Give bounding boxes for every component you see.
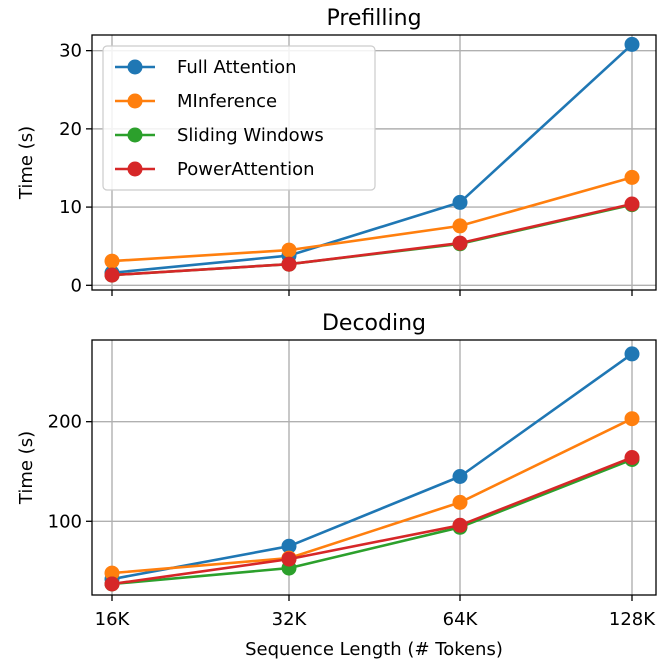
prefilling-panel: 0 10 20 30 Prefilling Time (s) Full Attention M… <box>16 6 657 296</box>
y-axis-label: Time (s) <box>16 126 37 200</box>
legend-marker-full-attention <box>127 59 143 75</box>
axes-frame <box>91 339 657 596</box>
data-point-powerattention <box>624 196 640 212</box>
legend-box <box>102 45 376 191</box>
data-point-powerattention <box>104 576 120 592</box>
series-line-full-attention <box>111 352 633 581</box>
series-line-powerattention <box>111 456 633 586</box>
data-point-powerattention <box>281 551 297 567</box>
decoding-panel: 100 200 16K 32K 64K 128K Decoding Time (s) Seque… <box>16 311 657 660</box>
series-line-sliding-windows <box>111 458 633 586</box>
data-point-minference <box>281 242 297 258</box>
x-tick-label: 16K <box>95 609 131 630</box>
data-point-minference <box>104 565 120 581</box>
x-tick-label: 128K <box>609 609 656 630</box>
y-axis-label: Time (s) <box>16 431 37 505</box>
series-line-powerattention <box>111 202 633 277</box>
y-tick-label: 30 <box>59 41 82 62</box>
y-tick-label: 10 <box>59 197 82 218</box>
y-tick-label: 20 <box>59 119 82 140</box>
chart-title: Prefilling <box>326 6 421 31</box>
data-point-full-attention <box>281 538 297 554</box>
data-point-minference <box>624 169 640 185</box>
y-tick-label: 100 <box>48 511 82 532</box>
y-tick-label: 0 <box>71 275 82 296</box>
legend-label-powerattention: PowerAttention <box>177 159 315 180</box>
axes-frame <box>91 34 657 291</box>
legend-label-minference: MInference <box>177 91 277 112</box>
legend-marker-sliding-windows <box>127 127 143 143</box>
y-tick-label: 200 <box>48 412 82 433</box>
data-point-powerattention <box>104 267 120 283</box>
data-point-minference <box>452 218 468 234</box>
data-point-full-attention <box>452 194 468 210</box>
data-point-powerattention <box>624 450 640 465</box>
data-point-full-attention <box>624 36 640 52</box>
data-point-full-attention <box>624 346 640 362</box>
x-tick-label: 32K <box>272 609 308 630</box>
data-point-powerattention <box>281 256 297 272</box>
x-axis-label: Sequence Length (# Tokens) <box>245 639 503 660</box>
data-point-powerattention <box>452 235 468 251</box>
legend-label-full-attention: Full Attention <box>177 57 297 78</box>
series-line-minference <box>111 176 633 263</box>
data-point-full-attention <box>452 469 468 484</box>
x-tick-label: 64K <box>443 609 479 630</box>
series-line-minference <box>111 417 633 575</box>
legend-marker-minference <box>127 93 143 109</box>
data-point-minference <box>452 494 468 510</box>
legend: Full Attention MInference Sliding Windows P… <box>102 45 376 191</box>
data-point-powerattention <box>452 517 468 533</box>
series-line-full-attention <box>111 43 633 275</box>
data-point-minference <box>104 253 120 269</box>
data-point-minference <box>624 411 640 427</box>
chart-title: Decoding <box>322 311 426 336</box>
legend-label-sliding-windows: Sliding Windows <box>177 125 324 146</box>
legend-marker-powerattention <box>127 161 143 177</box>
